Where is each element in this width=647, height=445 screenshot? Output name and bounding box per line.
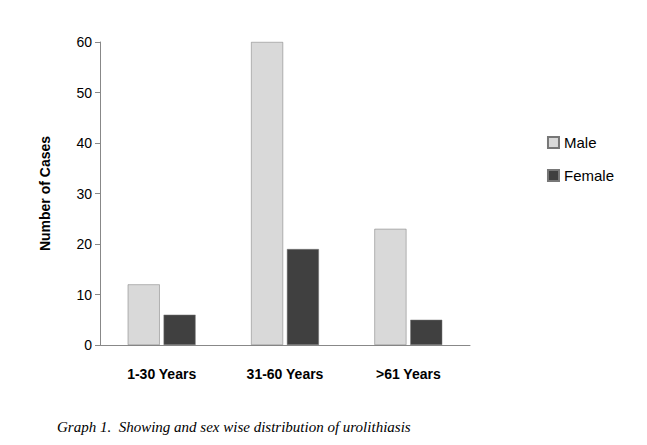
svg-text:1-30 Years: 1-30 Years: [127, 366, 196, 382]
svg-text:Male: Male: [564, 134, 597, 151]
svg-text:0: 0: [84, 337, 92, 353]
svg-text:40: 40: [76, 135, 92, 151]
svg-text:50: 50: [76, 85, 92, 101]
svg-text:31-60 Years: 31-60 Years: [247, 366, 324, 382]
svg-text:Graph 1. Showing and sex wise: Graph 1. Showing and sex wise distributi…: [57, 419, 411, 435]
svg-text:>61 Years: >61 Years: [376, 366, 441, 382]
svg-text:Number of Cases: Number of Cases: [37, 136, 53, 251]
svg-text:30: 30: [76, 186, 92, 202]
svg-text:Female: Female: [564, 167, 614, 184]
svg-text:10: 10: [76, 287, 92, 303]
svg-text:20: 20: [76, 236, 92, 252]
svg-text:60: 60: [76, 34, 92, 50]
